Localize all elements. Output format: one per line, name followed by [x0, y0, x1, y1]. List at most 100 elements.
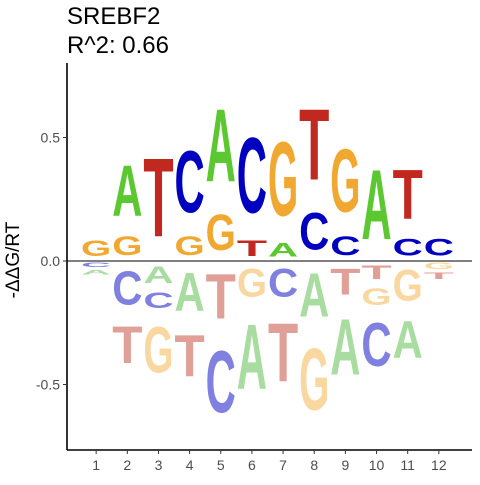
glyph-7-neg-0-C: C — [268, 261, 298, 306]
x-tick-label: 8 — [310, 457, 318, 473]
glyph-6-pos-1-C: C — [237, 116, 267, 236]
glyph-4-pos-0-G: G — [175, 232, 205, 261]
glyph-6-pos-0-T: T — [237, 237, 267, 262]
svg-text:A: A — [268, 238, 298, 260]
svg-text:A: A — [81, 269, 111, 276]
glyph-10-pos-0-A: A — [361, 151, 391, 262]
svg-text:T: T — [206, 262, 236, 334]
svg-text:G: G — [81, 236, 111, 261]
glyph-3-pos-0-T: T — [143, 135, 173, 261]
svg-text:T: T — [237, 237, 267, 262]
glyph-2-pos-1-A: A — [112, 149, 142, 231]
glyph-9-neg-1-A: A — [330, 304, 360, 392]
svg-text:G: G — [237, 261, 267, 305]
svg-text:A: A — [206, 87, 236, 204]
svg-text:C: C — [143, 289, 173, 313]
svg-text:G: G — [424, 261, 454, 271]
glyph-12-neg-0-G: G — [424, 261, 454, 271]
y-axis-label: -ΔΔG/RT — [3, 221, 24, 299]
glyph-8-pos-0-C: C — [299, 203, 329, 262]
glyph-6-neg-0-G: G — [237, 261, 267, 305]
svg-text:C: C — [112, 261, 142, 316]
svg-text:G: G — [330, 130, 360, 231]
y-tick-label: 0.0 — [41, 253, 61, 269]
glyph-1-neg-1-A: A — [81, 269, 111, 276]
svg-text:T: T — [424, 271, 455, 281]
x-tick-label: 4 — [186, 457, 194, 473]
x-tick-label: 9 — [341, 457, 349, 473]
x-tick-label: 10 — [369, 457, 385, 473]
x-tick-label: 11 — [400, 457, 415, 473]
svg-text:A: A — [330, 304, 360, 392]
logo-stacks: GCAGACTTACGGCATGATCTCGAAGCTCTAGCGTAATGCC… — [81, 87, 454, 431]
svg-text:C: C — [206, 333, 236, 431]
glyph-4-neg-0-A: A — [175, 262, 205, 323]
glyph-9-pos-1-G: G — [330, 130, 360, 231]
x-tick-label: 7 — [279, 457, 287, 473]
x-tick-label: 2 — [123, 457, 131, 473]
y-tick-label: 0.5 — [41, 130, 61, 146]
svg-text:C: C — [299, 203, 329, 262]
glyph-10-neg-2-C: C — [361, 311, 391, 380]
glyph-8-neg-1-G: G — [299, 331, 329, 429]
svg-text:C: C — [424, 234, 454, 261]
svg-text:T: T — [143, 135, 173, 261]
svg-text:C: C — [237, 116, 267, 236]
glyph-11-neg-0-G: G — [393, 260, 423, 310]
glyph-3-neg-2-G: G — [143, 314, 173, 387]
svg-text:G: G — [206, 204, 236, 261]
svg-text:C: C — [361, 311, 391, 380]
svg-text:T: T — [330, 261, 360, 303]
svg-text:G: G — [143, 314, 173, 387]
svg-text:C: C — [175, 133, 205, 231]
svg-text:G: G — [299, 331, 329, 429]
svg-text:C: C — [81, 261, 111, 268]
x-tick-label: 1 — [92, 457, 100, 473]
svg-text:G: G — [361, 283, 391, 310]
glyph-11-pos-0-C: C — [393, 234, 423, 261]
svg-text:T: T — [299, 88, 329, 201]
svg-text:G: G — [175, 232, 205, 261]
svg-text:G: G — [268, 120, 298, 238]
glyph-1-neg-0-C: C — [81, 261, 111, 268]
glyph-4-pos-1-C: C — [175, 133, 205, 231]
svg-text:A: A — [299, 262, 329, 331]
glyph-11-pos-1-T: T — [393, 155, 423, 234]
svg-text:A: A — [393, 311, 423, 370]
glyph-8-neg-0-A: A — [299, 262, 329, 331]
chart-title: SREBF2 — [67, 3, 161, 30]
svg-text:T: T — [361, 261, 391, 283]
svg-text:G: G — [393, 260, 423, 310]
y-tick-label: -0.5 — [36, 377, 60, 393]
svg-text:C: C — [330, 232, 360, 261]
x-tick-label: 12 — [431, 457, 447, 473]
svg-text:A: A — [112, 149, 142, 231]
glyph-2-pos-0-G: G — [112, 232, 142, 261]
chart-subtitle: R^2: 0.66 — [67, 32, 169, 59]
glyph-10-neg-0-T: T — [361, 261, 391, 283]
glyph-2-neg-1-T: T — [112, 315, 142, 374]
svg-text:T: T — [175, 322, 205, 389]
glyph-6-neg-1-A: A — [237, 306, 267, 409]
svg-text:C: C — [393, 234, 423, 261]
svg-text:A: A — [143, 262, 173, 289]
glyph-8-pos-1-T: T — [299, 88, 329, 201]
svg-text:T: T — [112, 315, 142, 374]
glyph-11-neg-1-A: A — [393, 311, 423, 370]
glyph-10-neg-1-G: G — [361, 283, 391, 310]
glyph-3-neg-0-A: A — [143, 262, 173, 289]
glyph-5-pos-0-G: G — [206, 204, 236, 261]
glyph-5-pos-1-A: A — [206, 87, 236, 204]
glyph-9-pos-0-C: C — [330, 232, 360, 261]
svg-text:C: C — [268, 261, 298, 306]
svg-text:A: A — [175, 262, 205, 323]
glyph-7-neg-1-T: T — [268, 305, 298, 399]
glyph-7-pos-0-A: A — [268, 238, 298, 260]
glyph-5-neg-1-C: C — [206, 333, 236, 431]
svg-text:G: G — [112, 232, 142, 261]
svg-text:A: A — [237, 306, 267, 409]
glyph-12-neg-1-T: T — [424, 271, 455, 281]
svg-text:T: T — [393, 155, 423, 234]
